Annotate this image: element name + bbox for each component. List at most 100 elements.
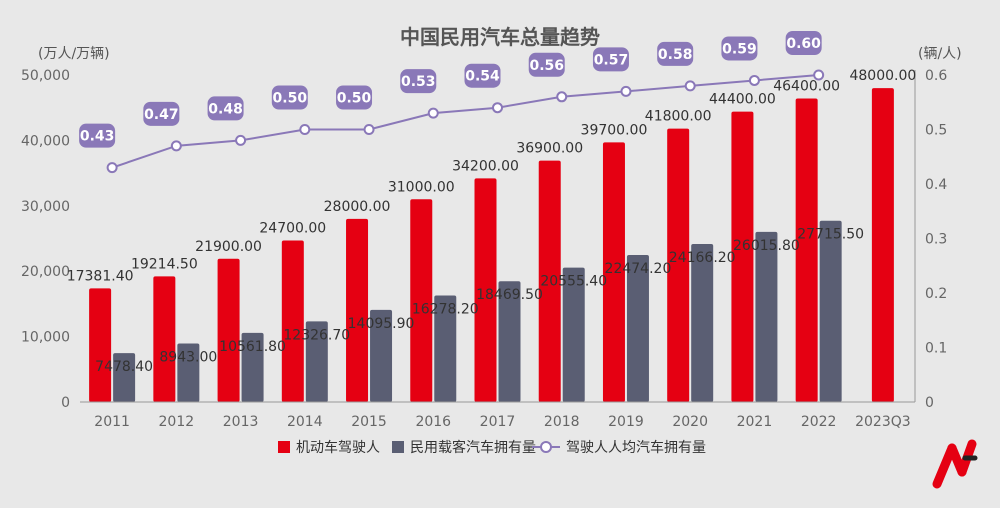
per-capita-data-label: 0.57 [594, 52, 629, 68]
bar-passenger-car [305, 321, 328, 402]
legend: 机动车驾驶人 民用载客汽车拥有量 驾驶人人均汽车拥有量 [278, 439, 706, 456]
per-capita-data-label: 0.48 [208, 101, 243, 117]
bar-passenger-car [691, 243, 714, 402]
y-right-tick-label: 0.3 [925, 232, 947, 248]
per-capita-line [111, 74, 819, 169]
driver-data-label: 48000.00 [849, 68, 916, 84]
bar-passenger-car [434, 295, 457, 402]
x-tick-label: 2015 [351, 414, 387, 430]
driver-data-label: 19214.50 [131, 256, 198, 272]
per-capita-data-label: 0.43 [80, 129, 115, 145]
per-capita-label-box [657, 41, 694, 66]
per-capita-point [556, 91, 568, 103]
passenger-car-data-label: 26015.80 [733, 238, 800, 254]
per-capita-point [427, 107, 439, 119]
y-left-tick-label: 20,000 [21, 264, 70, 280]
x-tick-label: 2023Q3 [855, 414, 911, 430]
driver-data-label: 34200.00 [452, 158, 519, 174]
per-capita-label-box [207, 96, 244, 121]
bar-driver [602, 142, 625, 402]
line-layer: 0.43 0.47 0.48 0.50 0.50 0.53 0.54 0.56 0.57 0.58… [79, 31, 825, 174]
per-capita-data-label: 0.59 [722, 41, 757, 57]
logo-stroke-left [932, 443, 957, 489]
per-capita-data-label: 0.54 [465, 69, 500, 85]
passenger-car-data-label: 8943.00 [159, 350, 217, 366]
passenger-car-data-label: 18469.50 [476, 287, 543, 303]
per-capita-label-box [785, 31, 822, 55]
passenger-car-data-label: 14095.90 [348, 316, 415, 332]
bar-passenger-car [562, 267, 585, 402]
bar-driver [538, 160, 561, 402]
legend-passenger-car-label: 民用载客汽车拥有量 [410, 439, 536, 456]
per-capita-data-label: 0.58 [658, 47, 693, 63]
y-left-tick-label: 30,000 [21, 199, 70, 215]
per-capita-label-box [464, 63, 501, 88]
bar-driver [795, 98, 818, 402]
bar-driver [217, 258, 240, 402]
y-left-unit-label: (万人/万辆) [38, 46, 110, 62]
driver-data-label: 28000.00 [324, 199, 391, 215]
bar-passenger-car [755, 231, 778, 402]
bar-driver [731, 111, 754, 403]
legend-driver-label: 机动车驾驶人 [296, 439, 380, 456]
bar-passenger-car [241, 332, 264, 402]
per-capita-data-label: 0.53 [401, 74, 436, 90]
bar-passenger-car [177, 343, 200, 402]
per-capita-data-label: 0.56 [529, 58, 564, 74]
y-left-tick-label: 40,000 [21, 133, 70, 149]
y-right-tick-label: 0.1 [925, 341, 947, 357]
driver-data-label: 39700.00 [581, 122, 648, 138]
passenger-car-data-label: 22474.20 [605, 261, 672, 277]
driver-data-label: 36900.00 [516, 141, 583, 157]
per-capita-point [170, 140, 182, 152]
brand-logo-icon [932, 439, 978, 489]
per-capita-label-box [271, 85, 308, 110]
driver-data-label: 44400.00 [709, 92, 776, 108]
x-tick-label: 2018 [544, 414, 580, 430]
bar-passenger-car [113, 353, 136, 402]
per-capita-data-label: 0.50 [273, 91, 308, 107]
per-capita-label-box [79, 123, 116, 148]
per-capita-point [363, 124, 375, 135]
bar-passenger-car [498, 281, 521, 402]
driver-data-label: 46400.00 [773, 79, 840, 95]
driver-data-label: 17381.40 [67, 268, 134, 284]
x-tick-label: 2021 [737, 414, 773, 430]
y-right-tick-label: 0.4 [925, 177, 947, 193]
driver-data-label: 21900.00 [195, 239, 262, 255]
x-tick-label: 2017 [480, 414, 516, 430]
bar-driver [281, 240, 304, 402]
driver-data-label: 41800.00 [645, 109, 712, 125]
x-tick-label: 2014 [287, 414, 323, 430]
y-left-tick-label: 0 [61, 395, 70, 411]
y-right-tick-label: 0 [925, 395, 934, 411]
driver-data-label: 31000.00 [388, 179, 455, 195]
x-tick-label: 2020 [672, 414, 708, 430]
legend-driver-swatch [278, 441, 290, 453]
x-tick-label: 2011 [94, 414, 130, 430]
legend-passenger-car-swatch [392, 441, 404, 453]
per-capita-data-label: 0.47 [144, 107, 179, 123]
bar-passenger-car [819, 220, 842, 402]
per-capita-label-box [592, 47, 629, 72]
y-left-tick-label: 50,000 [21, 68, 70, 84]
per-capita-point [748, 74, 760, 86]
bar-driver [346, 218, 369, 402]
axes-layer: 0 10,000 20,000 30,000 40,000 50,000 0 0.1 0.2 0.… [21, 68, 947, 430]
passenger-car-data-label: 24166.20 [669, 250, 736, 266]
per-capita-point [813, 69, 825, 81]
y-right-tick-label: 0.5 [925, 123, 947, 139]
per-capita-point [620, 85, 632, 97]
per-capita-point [299, 124, 311, 135]
chart-title: 中国民用汽车总量趋势 [400, 25, 600, 49]
passenger-car-data-label: 10561.80 [219, 339, 286, 355]
x-tick-label: 2022 [801, 414, 837, 430]
bar-driver [89, 288, 112, 402]
passenger-car-data-label: 20555.40 [540, 274, 607, 290]
bar-driver [667, 128, 690, 403]
per-capita-label-box [528, 52, 565, 77]
passenger-car-data-label: 12326.70 [283, 327, 350, 343]
per-capita-point [492, 102, 503, 114]
